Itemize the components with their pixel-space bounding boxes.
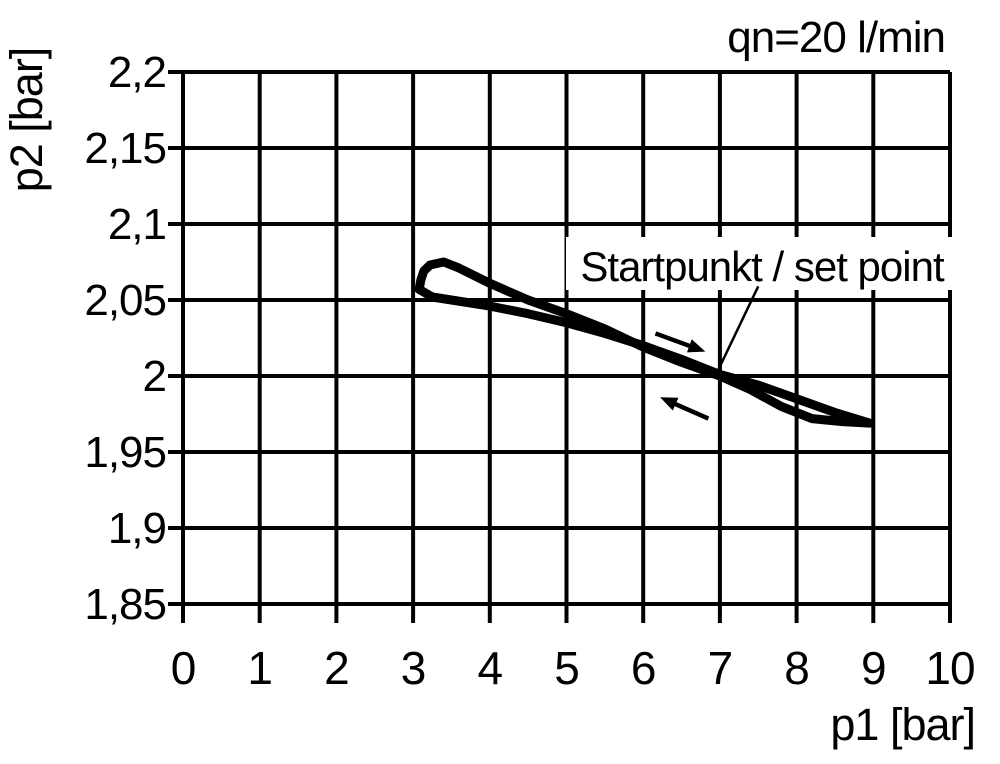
y-tick-label: 2,1 (108, 200, 166, 249)
y-tick-label: 2,2 (108, 48, 166, 97)
x-tick-label: 3 (401, 642, 426, 694)
set-point-leader-line (714, 285, 760, 376)
y-tick-label: 2,15 (84, 124, 166, 173)
x-axis-label: p1 [bar] (830, 699, 975, 750)
flow-rate-label: qn=20 l/min (727, 13, 945, 62)
x-tick-labels: 0 1 2 3 4 5 6 7 8 9 10 (171, 642, 976, 694)
set-point-label: Startpunkt / set point (580, 243, 945, 290)
x-tick-label: 1 (247, 642, 272, 694)
curve-branch (414, 257, 874, 428)
annotation-shapes (654, 285, 760, 421)
x-tick-label: 4 (478, 642, 503, 694)
curve-branch (414, 284, 874, 428)
x-tick-label: 5 (554, 642, 579, 694)
x-tick-label: 7 (708, 642, 733, 694)
hysteresis-curve (414, 257, 874, 428)
y-tick-label: 1,95 (84, 428, 166, 477)
x-tick-label: 9 (861, 642, 886, 694)
y-tick-labels: 2,2 2,15 2,1 2,05 2 1,95 1,9 1,85 (84, 48, 167, 629)
x-tick-label: 0 (171, 642, 196, 694)
x-tick-label: 8 (784, 642, 809, 694)
x-tick-label: 6 (631, 642, 656, 694)
x-tick-label: 2 (324, 642, 349, 694)
set-point-label-background (566, 237, 958, 290)
direction-arrow-left-head (660, 397, 679, 411)
y-tick-label: 1,9 (108, 504, 166, 553)
y-tick-label: 2 (143, 352, 166, 401)
y-axis-label: p2 [bar] (1, 48, 52, 193)
x-tick-label: 10 (925, 642, 974, 694)
y-tick-label: 2,05 (84, 276, 166, 325)
direction-arrow-right-head (686, 339, 706, 353)
grid-lines (168, 70, 952, 623)
y-tick-label: 1,85 (84, 580, 166, 629)
